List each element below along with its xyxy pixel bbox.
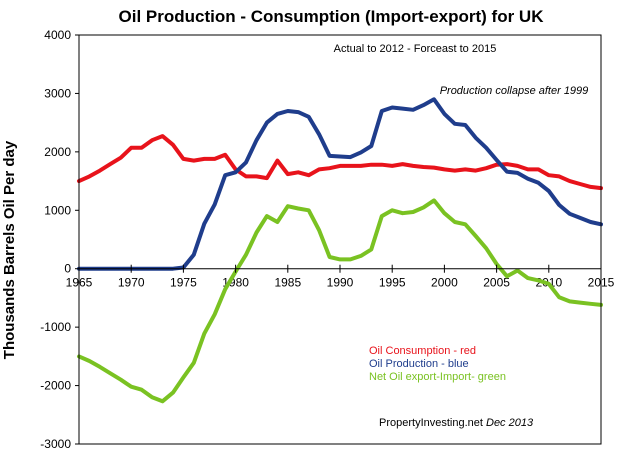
x-tick-label: 1995 — [379, 276, 406, 290]
forecast-note: Actual to 2012 - Forceast to 2015 — [334, 43, 497, 55]
y-tick-label: -3000 — [40, 437, 71, 451]
legend: Oil Consumption - red Oil Production - b… — [369, 345, 506, 383]
plot-area — [78, 34, 602, 445]
credit-site: PropertyInvesting.net — [379, 417, 483, 429]
y-tick-label: -2000 — [40, 379, 71, 393]
x-tick-label: 2005 — [483, 276, 510, 290]
y-tick-label: 3000 — [44, 86, 71, 100]
y-tick-label: 0 — [64, 262, 71, 276]
y-tick-label: 2000 — [44, 145, 71, 159]
legend-item-production: Oil Production - blue — [369, 358, 469, 370]
consumption-line — [77, 134, 603, 191]
x-tick-label: 1970 — [118, 276, 145, 290]
y-tick-label: 4000 — [44, 28, 71, 42]
production-line — [77, 97, 603, 271]
legend-item-consumption: Oil Consumption - red — [369, 345, 476, 357]
series-layer — [77, 97, 603, 404]
axis-ticks — [75, 34, 602, 445]
x-tick-labels: 1965 1970 1975 1980 1985 1990 1995 2000 2005 2010… — [66, 276, 615, 290]
y-tick-labels: 4000 3000 2000 1000 0 -1000 -2000 -3000 — [40, 28, 71, 451]
x-tick-label: 1975 — [170, 276, 197, 290]
chart-title: Oil Production - Consumption (Import-exp… — [119, 7, 545, 26]
y-tick-label: 1000 — [44, 203, 71, 217]
x-tick-label: 2000 — [431, 276, 458, 290]
y-axis-label: Thousands Barrels Oil Per day — [1, 140, 18, 359]
collapse-annotation: Production collapse after 1999 — [440, 85, 589, 97]
credit-date: Dec 2013 — [486, 417, 534, 429]
y-tick-label: -1000 — [40, 320, 71, 334]
x-tick-label: 1985 — [274, 276, 301, 290]
legend-item-net: Net Oil export-Import- green — [369, 371, 506, 383]
x-tick-label: 1990 — [327, 276, 354, 290]
net-export-line — [77, 198, 603, 404]
